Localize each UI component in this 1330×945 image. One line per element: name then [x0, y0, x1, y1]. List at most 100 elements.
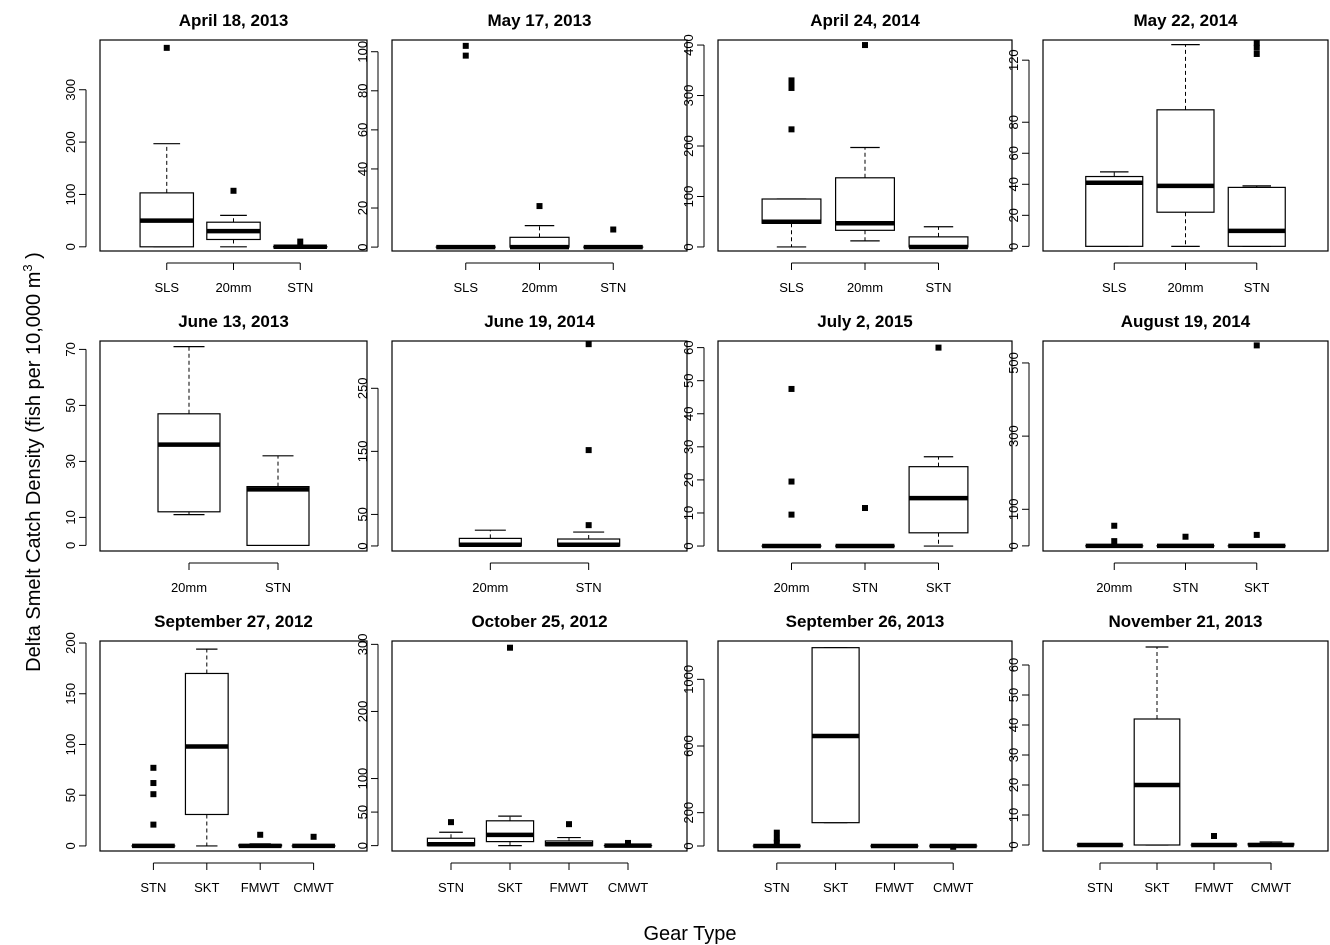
- y-tick-label: 100: [63, 184, 78, 206]
- y-tick-label: 300: [63, 79, 78, 101]
- outlier-point: [462, 42, 469, 49]
- outlier-point: [862, 42, 868, 49]
- y-tick-label: 30: [1006, 748, 1021, 762]
- y-tick-label: 40: [681, 407, 696, 421]
- y-tick-label: 0: [355, 842, 370, 849]
- box-STN: [246, 455, 310, 547]
- outlier-point: [585, 341, 592, 348]
- y-tick-label: 20: [681, 473, 696, 487]
- box-STN: [557, 341, 621, 547]
- panel-title: June 13, 2013: [178, 312, 289, 331]
- y-tick-label: 0: [355, 542, 370, 549]
- plot-frame: [391, 39, 688, 252]
- x-tick-label: SKT: [926, 580, 951, 595]
- outlier-point: [448, 819, 454, 826]
- y-tick-label: 80: [1006, 115, 1021, 129]
- y-tick-label: 60: [1006, 658, 1021, 672]
- outlier-point: [1253, 50, 1260, 57]
- y-tick-label: 100: [355, 768, 370, 790]
- iqr-box: [157, 413, 221, 513]
- y-tick-label: 100: [63, 734, 78, 756]
- outlier-point: [462, 52, 469, 59]
- box-CMWT: [291, 833, 336, 849]
- x-tick-label: STN: [852, 580, 878, 595]
- y-tick-label: 10: [1006, 808, 1021, 822]
- box-SKT: [908, 344, 969, 547]
- panel-6: June 19, 2014 0 50 150 250 20mm STN: [355, 312, 688, 595]
- panel-title: June 19, 2014: [484, 312, 595, 331]
- x-tick-label: STN: [265, 580, 291, 595]
- y-tick-label: 200: [63, 131, 78, 153]
- y-tick-label: 300: [681, 85, 696, 107]
- panel-9: September 27, 2012 0 50 100 150 200 STN SKT FMWT…: [63, 612, 368, 895]
- x-tick-label: SLS: [453, 280, 478, 295]
- x-tick-label: SLS: [779, 280, 804, 295]
- box-STN: [583, 226, 644, 250]
- y-tick-label: 200: [681, 802, 696, 824]
- y-tick-label: 60: [681, 340, 696, 354]
- outlier-point: [150, 791, 157, 798]
- box-STN: [272, 238, 328, 250]
- panel-title: November 21, 2013: [1108, 612, 1262, 631]
- plot-frame: [99, 39, 368, 252]
- outlier-point: [585, 522, 592, 529]
- outlier-point: [950, 843, 957, 850]
- box-FMWT: [238, 831, 283, 849]
- y-tick-label: 0: [63, 542, 78, 549]
- y-tick-label: 0: [681, 243, 696, 250]
- box-CMWT: [929, 843, 978, 850]
- y-tick-label: 50: [63, 398, 78, 412]
- plot-frame: [1042, 640, 1329, 852]
- panel-title: April 24, 2014: [810, 11, 920, 30]
- x-tick-label: SKT: [497, 880, 522, 895]
- panel-12: November 21, 2013 0 10 20 30 40 50 60 STN SKT FMWT…: [1006, 612, 1329, 895]
- panel-title: September 27, 2012: [154, 612, 313, 631]
- y-tick-label: 70: [63, 342, 78, 356]
- outlier-point: [536, 203, 543, 210]
- y-tick-label: 200: [355, 701, 370, 723]
- box-SLS: [435, 42, 496, 250]
- x-tick-label: 20mm: [773, 580, 809, 595]
- outlier-point: [150, 821, 157, 828]
- plot-frame: [717, 39, 1013, 252]
- panel-title: July 2, 2015: [817, 312, 912, 331]
- y-tick-label: 30: [681, 440, 696, 454]
- y-tick-label: 50: [355, 805, 370, 819]
- box-20mm: [761, 385, 822, 549]
- panel-7: July 2, 2015 0 10 20 30 40 50 60 20mm STN SKT: [681, 312, 1013, 595]
- box-20mm: [157, 346, 221, 516]
- y-tick-label: 50: [63, 788, 78, 802]
- y-tick-label: 80: [355, 84, 370, 98]
- y-tick-label: 0: [1006, 841, 1021, 848]
- x-tick-label: FMWT: [1195, 880, 1234, 895]
- x-tick-label: CMWT: [933, 880, 973, 895]
- outlier-point: [788, 77, 795, 84]
- panel-11: September 26, 2013 0 200 600 1000 STN SKT FMWT C…: [681, 612, 1013, 895]
- y-tick-label: 400: [681, 34, 696, 56]
- panel-4: May 22, 2014 0 20 40 60 80 120 SLS 20mm STN: [1006, 11, 1329, 295]
- y-tick-label: 60: [355, 123, 370, 137]
- iqr-box: [246, 486, 310, 547]
- outlier-point: [610, 226, 617, 233]
- box-STN: [834, 505, 895, 549]
- x-tick-label: STN: [140, 880, 166, 895]
- box-STN: [908, 226, 969, 250]
- x-tick-label: STN: [926, 280, 952, 295]
- y-tick-label: 0: [63, 842, 78, 849]
- box-FMWT: [544, 821, 594, 847]
- y-tick-label: 100: [355, 41, 370, 63]
- outlier-point: [257, 831, 264, 838]
- y-tick-label: 150: [63, 683, 78, 705]
- box-STN: [1227, 40, 1286, 247]
- outlier-point: [773, 839, 780, 846]
- plot-frame: [99, 640, 368, 852]
- outlier-point: [935, 344, 942, 351]
- panel-8: August 19, 2014 0 100 300 500 20mm STN SKT: [1006, 312, 1329, 595]
- iqr-box: [1156, 109, 1215, 213]
- y-tick-label: 40: [355, 162, 370, 176]
- y-axis-main-label: Delta Smelt Catch Density (fish per 10,0…: [20, 252, 45, 672]
- y-tick-label: 0: [1006, 542, 1021, 549]
- x-tick-label: SKT: [1144, 880, 1169, 895]
- y-tick-label: 200: [681, 135, 696, 157]
